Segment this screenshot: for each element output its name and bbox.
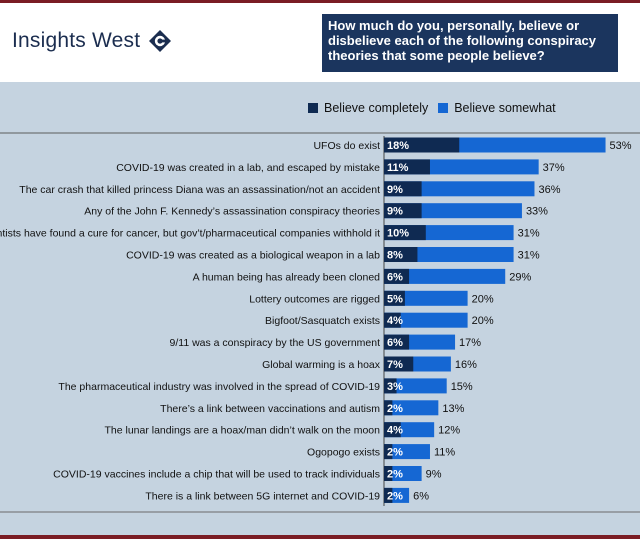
- chart-panel: [0, 82, 640, 535]
- bar-completely-segment: [384, 181, 422, 197]
- total-data-label: 6%: [413, 490, 429, 502]
- bar-completely-segment: [384, 422, 401, 438]
- row-label: COVID-19 vaccines include a chip that wi…: [53, 469, 380, 481]
- bar-completely-segment: [384, 400, 393, 416]
- row-label: 9/11 was a conspiracy by the US governme…: [170, 337, 381, 349]
- bar-completely-segment: [384, 203, 422, 219]
- total-data-label: 20%: [472, 293, 494, 305]
- bar-total-segment: [384, 466, 422, 481]
- total-data-label: 31%: [518, 250, 540, 262]
- total-data-label: 12%: [438, 425, 460, 437]
- bar-total-segment: [384, 312, 468, 328]
- completely-data-label: 5%: [387, 293, 403, 305]
- total-data-label: 16%: [455, 359, 477, 371]
- row-label: A human being has already been cloned: [193, 271, 381, 283]
- legend: Believe completely Believe somewhat: [308, 101, 566, 115]
- row-label: There is a link between 5G internet and …: [145, 490, 380, 502]
- row-label: The pharmaceutical industry was involved…: [58, 381, 380, 393]
- legend-swatch-completely: [308, 103, 318, 113]
- completely-data-label: 2%: [387, 447, 403, 459]
- bar-total-segment: [384, 444, 430, 460]
- total-data-label: 29%: [509, 271, 531, 283]
- top-accent-rule: [0, 0, 640, 3]
- logo-text: Insights West: [12, 29, 141, 52]
- row-label: UFOs do exist: [313, 140, 380, 152]
- completely-data-label: 2%: [387, 469, 403, 481]
- bar-completely-segment: [384, 290, 405, 306]
- bar-completely-segment: [384, 334, 410, 350]
- completely-data-label: 3%: [387, 381, 403, 393]
- completely-data-label: 8%: [387, 250, 403, 262]
- row-label: The car crash that killed princess Diana…: [19, 184, 380, 196]
- completely-data-label: 11%: [387, 162, 409, 174]
- bar-total-segment: [384, 378, 447, 394]
- completely-data-label: 9%: [387, 206, 403, 218]
- bar-total-segment: [384, 268, 506, 284]
- total-data-label: 33%: [526, 206, 548, 218]
- row-label: Lottery outcomes are rigged: [249, 293, 380, 305]
- bar-completely-segment: [384, 137, 460, 153]
- total-data-label: 31%: [518, 228, 540, 240]
- bar-completely-segment: [384, 247, 418, 262]
- legend-swatch-somewhat: [438, 103, 449, 113]
- completely-data-label: 4%: [387, 315, 403, 327]
- bar-completely-segment: [384, 225, 426, 241]
- total-data-label: 13%: [442, 403, 464, 415]
- row-label: Ogopogo exists: [307, 447, 380, 459]
- completely-data-label: 2%: [387, 403, 403, 415]
- completely-data-label: 7%: [387, 359, 403, 371]
- legend-item-completely: Believe completely: [308, 101, 428, 115]
- bar-completely-segment: [384, 466, 393, 481]
- bar-completely-segment: [384, 268, 410, 284]
- legend-label-completely: Believe completely: [324, 101, 429, 115]
- total-data-label: 53%: [610, 140, 632, 152]
- completely-data-label: 18%: [387, 140, 409, 152]
- bar-completely-segment: [384, 444, 393, 460]
- total-data-label: 20%: [472, 315, 494, 327]
- bar-completely-segment: [384, 487, 393, 503]
- bar-completely-segment: [384, 356, 414, 372]
- row-label: COVID-19 was created as a biological wea…: [126, 250, 380, 262]
- row-label: Scientists have found a cure for cancer,…: [0, 228, 380, 240]
- total-data-label: 9%: [426, 469, 442, 481]
- bar-total-segment: [384, 400, 439, 416]
- completely-data-label: 6%: [387, 271, 403, 283]
- question-box: How much do you, personally, believe or …: [322, 14, 618, 72]
- header: Insights West How much do you, personall…: [0, 3, 640, 82]
- logo: Insights West: [12, 29, 172, 53]
- row-label: Any of the John F. Kennedy’s assassinati…: [84, 206, 380, 218]
- completely-data-label: 4%: [387, 425, 403, 437]
- bar-completely-segment: [384, 159, 430, 175]
- legend-item-somewhat: Believe somewhat: [438, 101, 556, 115]
- row-label: Global warming is a hoax: [262, 359, 381, 371]
- bar-completely-segment: [384, 378, 397, 394]
- bottom-accent-rule: [0, 535, 640, 539]
- row-label: Bigfoot/Sasquatch exists: [265, 315, 380, 327]
- total-data-label: 17%: [459, 337, 481, 349]
- completely-data-label: 9%: [387, 184, 403, 196]
- row-label: The lunar landings are a hoax/man didn’t…: [104, 425, 380, 437]
- completely-data-label: 6%: [387, 337, 403, 349]
- total-data-label: 37%: [543, 162, 565, 174]
- completely-data-label: 10%: [387, 228, 409, 240]
- insights-west-logo-icon: [149, 30, 172, 52]
- completely-data-label: 2%: [387, 490, 403, 502]
- bar-completely-segment: [384, 312, 401, 328]
- row-label: There’s a link between vaccinations and …: [160, 403, 380, 415]
- legend-label-somewhat: Believe somewhat: [454, 101, 556, 115]
- row-label: COVID-19 was created in a lab, and escap…: [116, 162, 380, 174]
- total-data-label: 36%: [538, 184, 560, 196]
- total-data-label: 11%: [434, 447, 455, 459]
- total-data-label: 15%: [451, 381, 473, 393]
